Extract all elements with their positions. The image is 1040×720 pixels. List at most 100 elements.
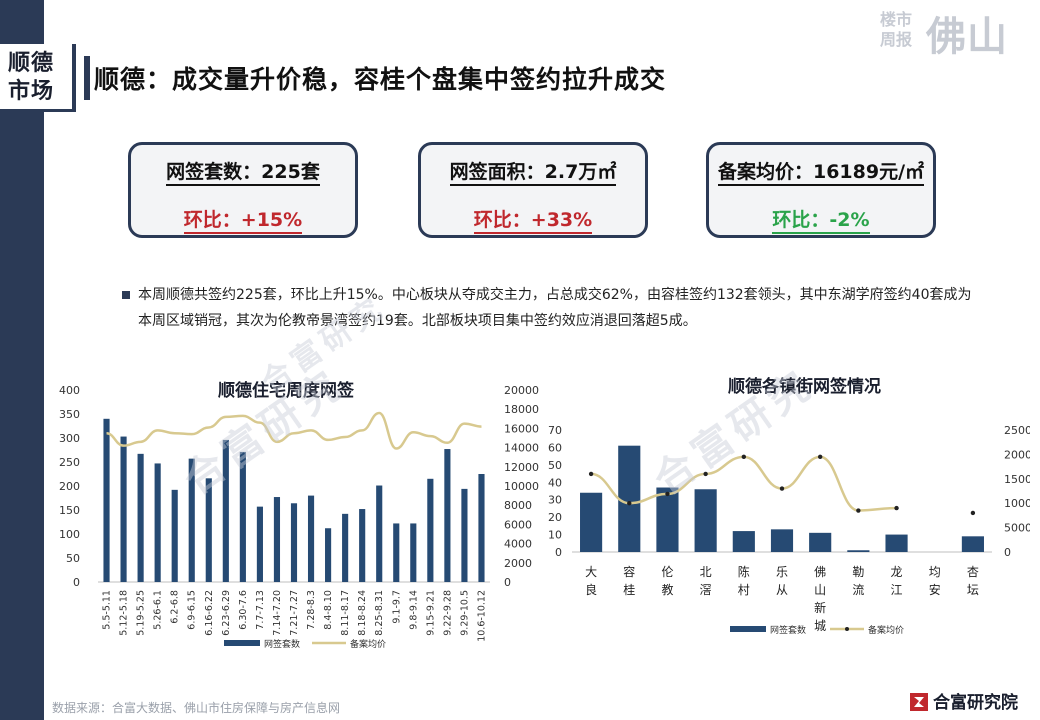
chart2-price-point xyxy=(970,510,976,516)
chart1-x-tick: 9.29-10.5 xyxy=(459,590,470,636)
chart2-x-tick: 乐 xyxy=(776,565,788,579)
chart2-y-right-tick: 5000 xyxy=(1004,522,1030,535)
chart1-x-tick: 6.30-7.6 xyxy=(238,590,249,630)
chart1-bar xyxy=(393,523,400,582)
chart1-x-tick: 7.28-8.3 xyxy=(306,590,317,630)
chart1-x-tick: 7.21-7.27 xyxy=(289,590,300,636)
chart1-x-tick: 9.22-9.28 xyxy=(442,590,453,636)
chart1-x-tick: 5.19-5.25 xyxy=(136,590,147,636)
chart2-price-point xyxy=(817,454,823,460)
chart1-bar xyxy=(256,506,263,582)
kpi-card-units: 网签套数：225套 环比：+15% xyxy=(128,142,358,238)
chart2-y-left-tick: 50 xyxy=(548,459,562,472)
chart1-x-tick: 10.6-10.12 xyxy=(476,590,487,642)
chart1-x-tick: 8.18-8.24 xyxy=(357,590,368,636)
kpi-card-price: 备案均价：16189元/㎡ 环比：-2% xyxy=(706,142,936,238)
chart1-x-tick: 6.23-6.29 xyxy=(221,590,232,636)
chart2-price-point xyxy=(588,471,594,477)
chart1-x-tick: 5.12-5.18 xyxy=(119,590,130,636)
brand-small-line2: 周报 xyxy=(880,30,913,49)
chart1-x-tick: 6.9-6.15 xyxy=(187,590,198,630)
chart1-y-right-tick: 4000 xyxy=(504,538,532,551)
chart2-bar xyxy=(770,529,794,552)
chart1-bar xyxy=(188,458,195,582)
chart2-x-tick: 城 xyxy=(814,619,826,633)
chart1-bar xyxy=(427,478,434,582)
chart1-y-right-tick: 6000 xyxy=(504,518,532,531)
chart1-x-tick: 8.4-8.10 xyxy=(323,590,334,630)
chart1-y-right-tick: 0 xyxy=(504,576,511,589)
chart1-y-right-tick: 16000 xyxy=(504,422,539,435)
chart2-x-tick: 均 xyxy=(929,565,941,579)
chart2-bar xyxy=(885,534,908,552)
chart2-x-tick: 流 xyxy=(852,583,864,597)
chart1-bar xyxy=(137,453,144,582)
section-tag: 顺德 市场 xyxy=(0,44,76,112)
chart1-y-left-tick: 100 xyxy=(59,528,80,541)
kpi-card-area: 网签面积：2.7万㎡ 环比：+33% xyxy=(418,142,648,238)
chart1-legend-bar-label: 网签套数 xyxy=(264,638,300,650)
chart1-y-left-tick: 400 xyxy=(59,384,80,397)
chart2-x-tick: 勒 xyxy=(852,565,864,579)
chart2-price-point xyxy=(779,486,785,491)
kpi-price-label: 备案均价：16189元/㎡ xyxy=(717,161,925,186)
kpi-units-change: 环比：+15% xyxy=(183,209,303,234)
chart2-x-tick: 桂 xyxy=(623,582,635,597)
chart1-legend-line-label: 备案均价 xyxy=(350,638,386,650)
chart1-bar xyxy=(444,449,451,582)
brand-mark-icon xyxy=(910,693,928,711)
chart1-y-left-tick: 50 xyxy=(66,552,80,565)
chart1-bar xyxy=(410,523,417,582)
chart2-price-point xyxy=(627,501,632,506)
chart2-y-left-tick: 10 xyxy=(548,529,562,542)
chart1-x-tick: 5.5-5.11 xyxy=(102,590,113,630)
chart2-x-tick: 佛 xyxy=(814,565,826,579)
chart1-x-tick: 5.26-6.1 xyxy=(153,590,164,630)
chart1-bar xyxy=(103,418,110,582)
chart2-bar xyxy=(618,445,641,552)
chart2-x-tick: 江 xyxy=(891,583,903,597)
chart2-legend-line-label: 备案均价 xyxy=(868,624,904,636)
title-accent xyxy=(84,56,90,100)
chart1-bar xyxy=(290,503,298,582)
chart2-x-tick: 滘 xyxy=(700,583,712,597)
chart1-legend-bar-swatch xyxy=(224,640,260,646)
chart1-price-line xyxy=(106,411,482,450)
chart1-x-tick: 9.1-9.7 xyxy=(391,590,402,624)
chart2-bar xyxy=(732,531,755,552)
chart1-y-right-tick: 14000 xyxy=(504,442,539,455)
chart2-price-point xyxy=(703,471,708,477)
chart2-x-tick: 良 xyxy=(585,582,597,597)
brand-logo: 楼市 周报 佛山 xyxy=(880,4,1020,60)
chart1-bar xyxy=(171,489,178,582)
chart2-price-point xyxy=(894,505,899,511)
chart1-y-right-tick: 8000 xyxy=(504,499,532,512)
chart1-bar xyxy=(120,436,127,582)
footer-brand: 合富研究院 xyxy=(910,688,1018,713)
chart2-price-point xyxy=(665,491,670,497)
chart1-y-right-tick: 2000 xyxy=(504,557,532,570)
chart1-x-tick: 6.2-6.8 xyxy=(170,590,181,624)
brand-city: 佛山 xyxy=(926,14,1008,60)
chart2-price-line xyxy=(590,455,897,512)
kpi-area-change: 环比：+33% xyxy=(473,209,593,234)
chart1-bar xyxy=(461,488,468,582)
chart1-bar xyxy=(478,474,485,582)
summary-text: 本周顺德共签约225套，环比上升15%。中心板块从夺成交主力，占总成交62%，由… xyxy=(138,287,972,329)
chart2-price-point xyxy=(741,454,747,460)
chart2-x-tick: 教 xyxy=(661,582,673,597)
chart2-x-tick: 伦 xyxy=(661,564,673,579)
chart2-y-left-tick: 20 xyxy=(548,511,562,524)
chart2-x-tick: 从 xyxy=(776,583,788,597)
chart2-y-left-tick: 70 xyxy=(548,424,562,437)
chart2-y-left-tick: 0 xyxy=(555,546,562,559)
kpi-area-label: 网签面积：2.7万㎡ xyxy=(449,161,617,186)
bullet-icon xyxy=(122,291,130,299)
chart1-y-right-tick: 18000 xyxy=(504,403,539,416)
chart1-y-right-tick: 12000 xyxy=(504,461,539,474)
chart2-y-right-tick: 10000 xyxy=(1004,497,1030,510)
chart2-bar xyxy=(656,487,679,552)
chart1-y-left-tick: 300 xyxy=(59,432,80,445)
chart2-x-tick: 大 xyxy=(585,565,597,579)
chart1-y-left-tick: 0 xyxy=(73,576,80,589)
